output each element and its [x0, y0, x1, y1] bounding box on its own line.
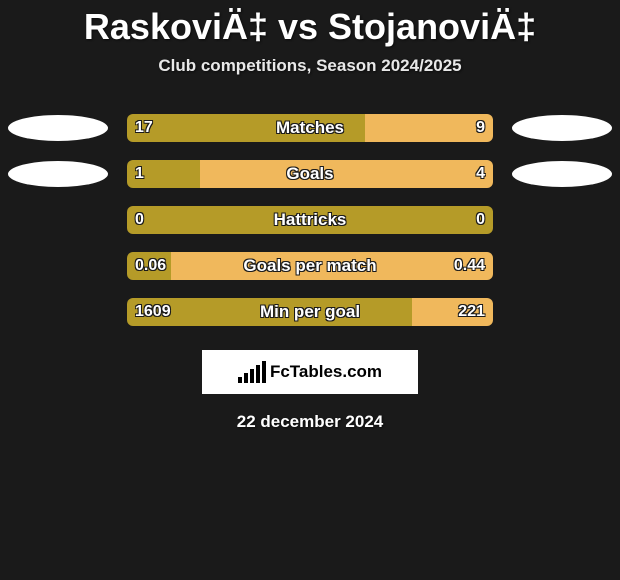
stat-label: Goals per match: [243, 256, 376, 276]
stat-row: Min per goal 1609 221: [0, 296, 620, 328]
comparison-infographic: RaskoviÄ‡ vs StojanoviÄ‡ Club competitio…: [0, 0, 620, 432]
stat-value-right: 9: [476, 119, 485, 137]
stat-value-left: 0: [135, 211, 144, 229]
stat-value-right: 0: [476, 211, 485, 229]
stat-value-left: 1609: [135, 303, 171, 321]
logo-bars-icon: [238, 361, 266, 383]
page-title: RaskoviÄ‡ vs StojanoviÄ‡: [84, 6, 536, 48]
stat-value-right: 221: [458, 303, 485, 321]
stat-label: Min per goal: [260, 302, 360, 322]
brand-text: FcTables.com: [270, 362, 382, 382]
stat-bar-track: Goals per match 0.06 0.44: [127, 252, 493, 280]
stat-value-left: 0.06: [135, 257, 166, 275]
stat-label: Goals: [286, 164, 333, 184]
stats-area: Matches 17 9 Goals 1 4 Hattricks 0 0 Goals per ma…: [0, 112, 620, 342]
player-left-oval: [8, 115, 108, 141]
stat-label: Matches: [276, 118, 344, 138]
stat-bar-right: [200, 160, 493, 188]
player-right-oval: [512, 115, 612, 141]
stat-bar-track: Min per goal 1609 221: [127, 298, 493, 326]
stat-label: Hattricks: [274, 210, 347, 230]
stat-row: Hattricks 0 0: [0, 204, 620, 236]
stat-value-right: 4: [476, 165, 485, 183]
date-text: 22 december 2024: [237, 412, 384, 432]
stat-bar-track: Hattricks 0 0: [127, 206, 493, 234]
stat-value-left: 1: [135, 165, 144, 183]
stat-row: Goals per match 0.06 0.44: [0, 250, 620, 282]
stat-value-left: 17: [135, 119, 153, 137]
stat-bar-track: Goals 1 4: [127, 160, 493, 188]
stat-row: Matches 17 9: [0, 112, 620, 144]
player-left-oval: [8, 161, 108, 187]
stat-bar-track: Matches 17 9: [127, 114, 493, 142]
brand-logo: FcTables.com: [202, 350, 418, 394]
player-right-oval: [512, 161, 612, 187]
stat-value-right: 0.44: [454, 257, 485, 275]
subtitle: Club competitions, Season 2024/2025: [158, 56, 461, 76]
stat-row: Goals 1 4: [0, 158, 620, 190]
stat-bar-right: [365, 114, 493, 142]
